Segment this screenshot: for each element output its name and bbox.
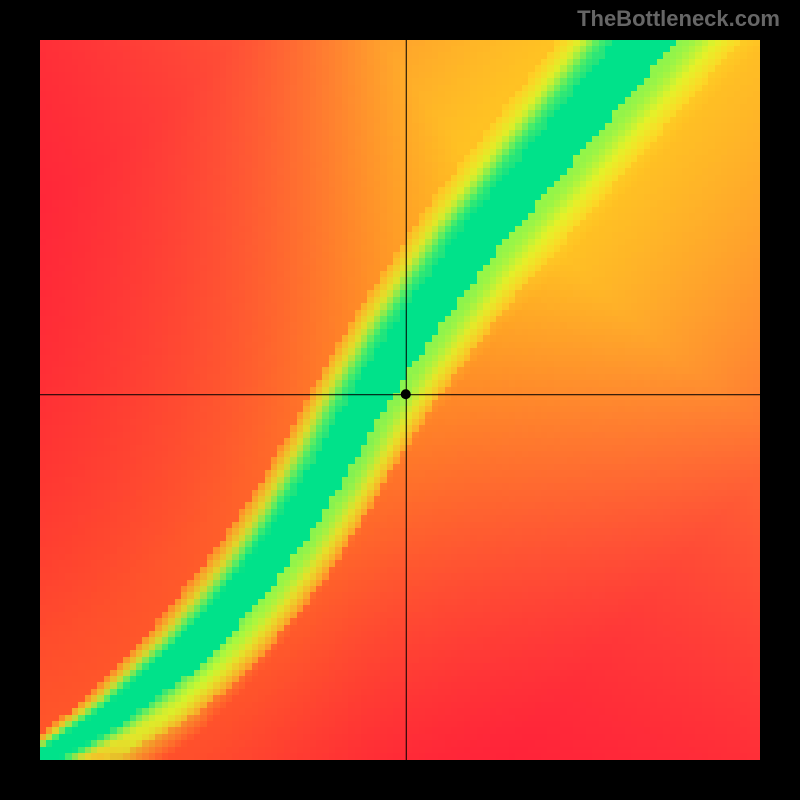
chart-container: TheBottleneck.com [0,0,800,800]
watermark-text: TheBottleneck.com [577,6,780,32]
bottleneck-heatmap [40,40,760,760]
